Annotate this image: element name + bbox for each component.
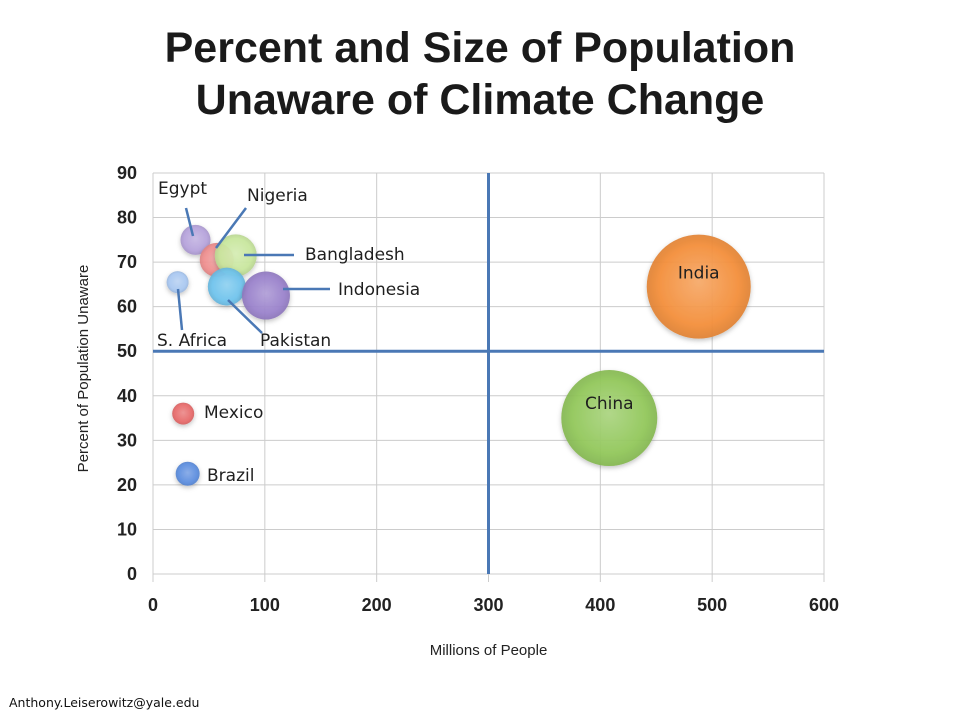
label-india: India — [678, 264, 720, 284]
y-tick-label: 50 — [117, 341, 137, 361]
y-tick-label: 70 — [117, 252, 137, 272]
label-pakistan: Pakistan — [260, 331, 331, 351]
leader-lines — [176, 207, 330, 334]
x-tick-label: 0 — [148, 595, 158, 615]
y-tick-label: 0 — [127, 564, 137, 584]
y-tick-label: 10 — [117, 519, 137, 539]
bubble-pakistan — [207, 267, 246, 306]
title-line-1: Percent and Size of Population — [164, 24, 796, 72]
label-egypt: Egypt — [158, 179, 207, 199]
label-indonesia: Indonesia — [338, 280, 420, 300]
slide-title: Percent and Size of Population Unaware o… — [0, 22, 960, 126]
bubble-china — [561, 370, 658, 467]
label-s-africa: S. Africa — [157, 331, 227, 351]
tick-labels: 0 10 20 30 40 50 60 70 80 90 0 100 200 300 400 500 600 — [117, 163, 839, 615]
bubble-s-africa — [166, 271, 189, 294]
y-tick-label: 40 — [117, 386, 137, 406]
bubbles — [166, 224, 751, 486]
point-labels: Egypt Nigeria Bangladesh S. Africa Pakistan I… — [157, 179, 720, 486]
bubble-india — [646, 234, 751, 339]
bubble-brazil — [175, 461, 200, 486]
y-tick-label: 20 — [117, 475, 137, 495]
reference-lines — [153, 173, 824, 574]
x-tick-label: 600 — [809, 595, 839, 615]
x-tick-label: 200 — [362, 595, 392, 615]
label-brazil: Brazil — [207, 466, 254, 486]
label-mexico: Mexico — [204, 403, 263, 423]
bubble-indonesia — [241, 271, 290, 320]
bubble-egypt — [180, 224, 211, 255]
leader-line — [215, 207, 247, 249]
title-line-2: Unaware of Climate Change — [195, 76, 765, 124]
y-tick-label: 90 — [117, 163, 137, 183]
label-nigeria: Nigeria — [247, 186, 308, 206]
x-tick-label: 400 — [585, 595, 615, 615]
bubble-mexico — [172, 402, 195, 425]
leader-line — [184, 207, 195, 237]
label-bangladesh: Bangladesh — [305, 245, 405, 265]
author-email: Anthony.Leiserowitz@yale.edu — [9, 695, 200, 710]
y-axis-label: Percent of Population Unaware — [75, 265, 92, 473]
y-tick-label: 30 — [117, 430, 137, 450]
label-china: China — [585, 394, 634, 414]
leader-line — [227, 299, 263, 334]
bubble-bangladesh — [214, 234, 257, 277]
x-axis-label: Millions of People — [430, 642, 548, 659]
x-tick-label: 100 — [250, 595, 280, 615]
x-tick-label: 500 — [697, 595, 727, 615]
y-tick-label: 60 — [117, 297, 137, 317]
x-tick-label: 300 — [473, 595, 503, 615]
leader-line — [176, 288, 184, 331]
y-tick-label: 80 — [117, 208, 137, 228]
